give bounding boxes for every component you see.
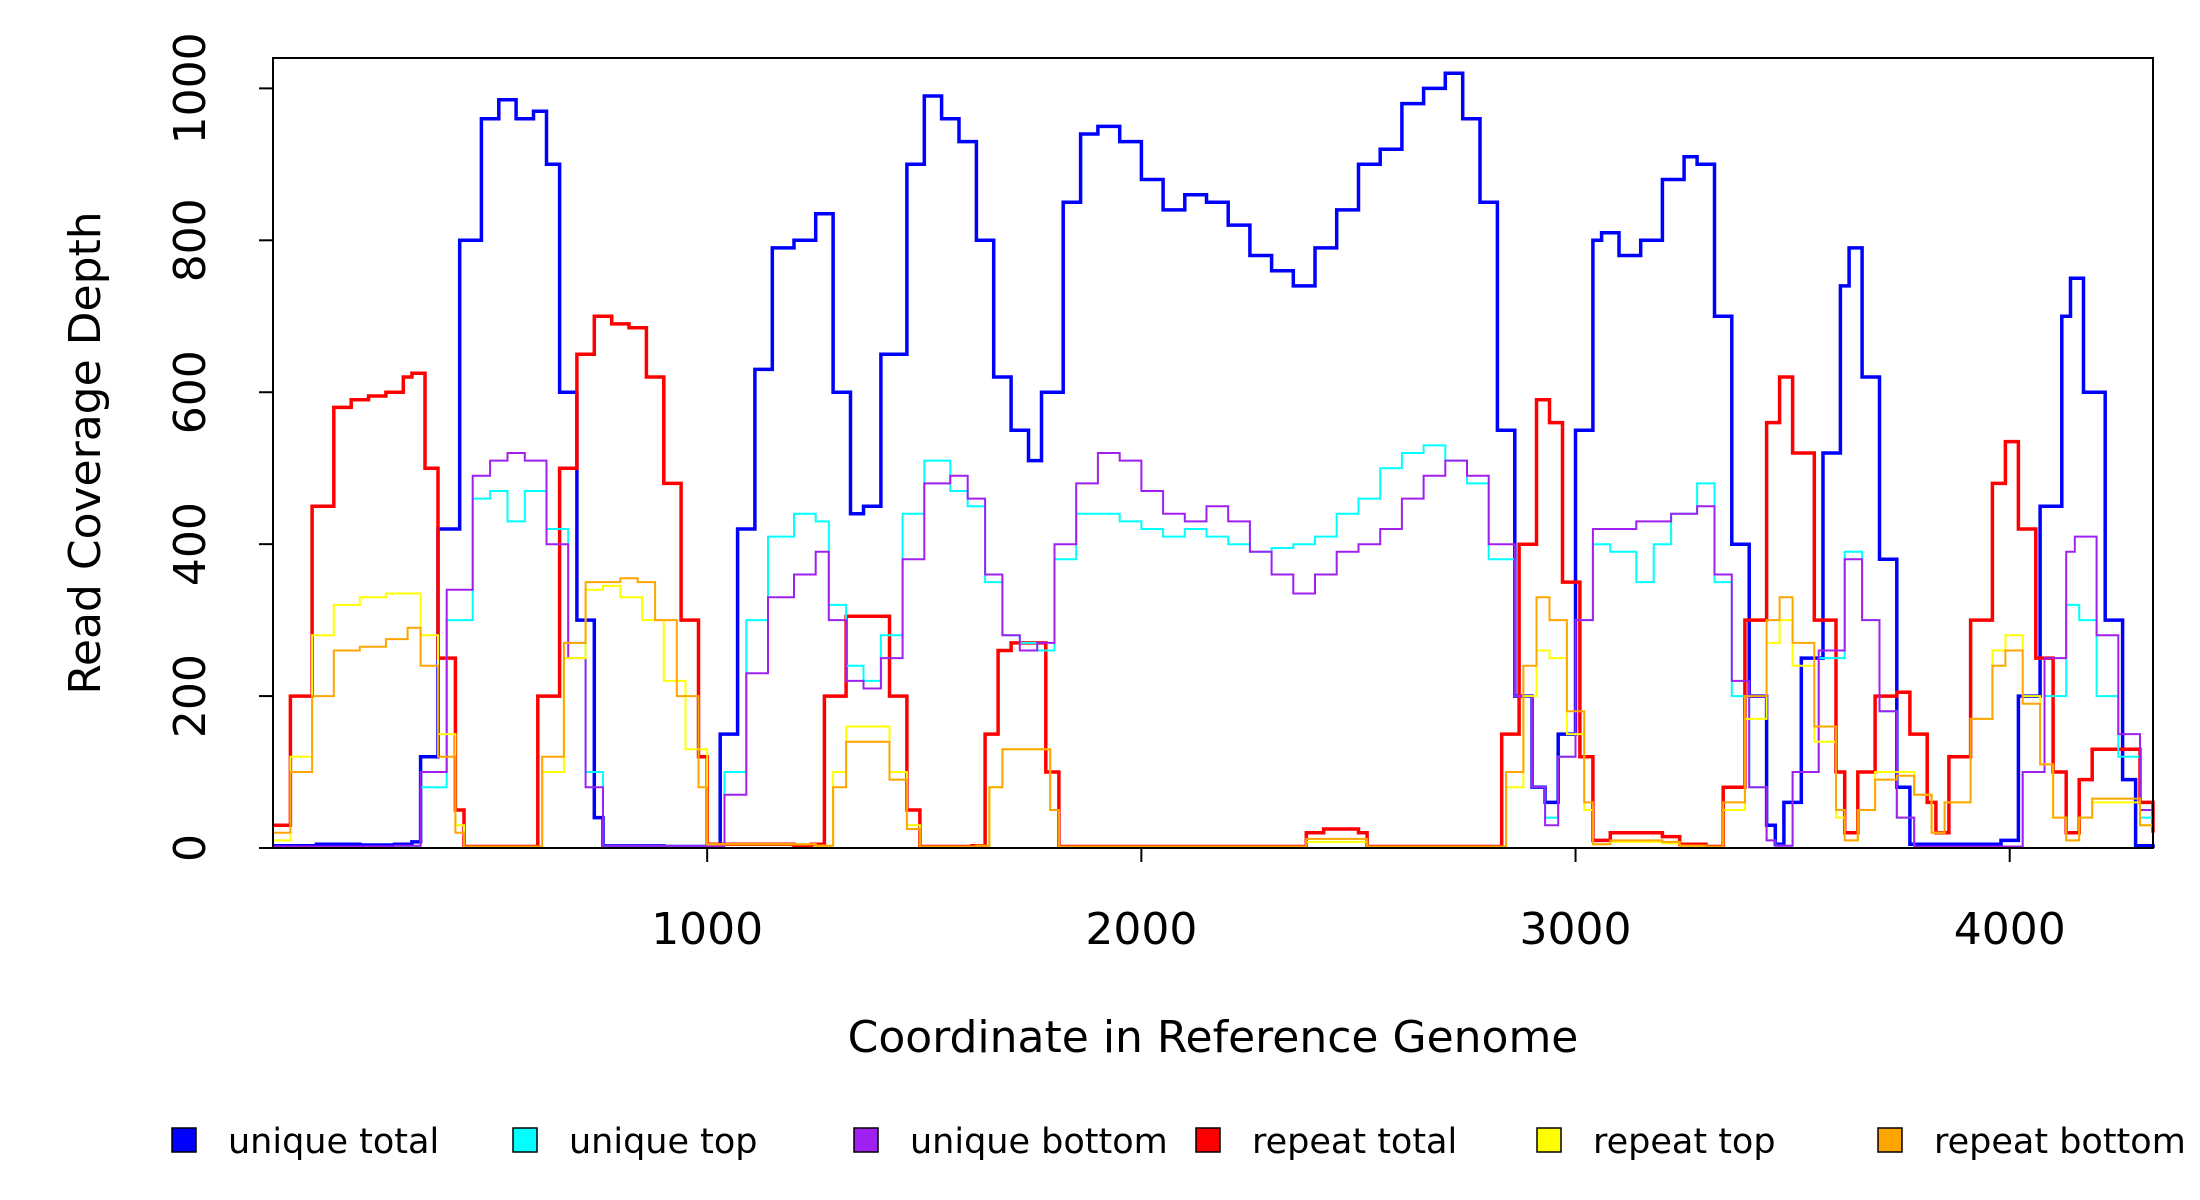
legend-swatch (1877, 1127, 1903, 1153)
y-axis-title: Read Coverage Depth (60, 211, 111, 694)
series-line-repeat-total (273, 314, 2155, 849)
legend-item-repeat-total: repeat total (1195, 1122, 1457, 1162)
series-line-repeat-bottom (273, 577, 2154, 848)
legend-label: unique bottom (910, 1122, 1168, 1162)
legend-item-repeat-bottom: repeat bottom (1877, 1122, 2186, 1162)
legend-swatch (1195, 1127, 1221, 1153)
legend-label: unique top (569, 1122, 758, 1162)
legend-label: unique total (228, 1122, 439, 1162)
x-tick-label-4000: 4000 (1954, 904, 2066, 955)
legend-swatch (512, 1127, 538, 1153)
legend-item-unique-total: unique total (171, 1122, 439, 1162)
legend-label: repeat bottom (1934, 1122, 2186, 1162)
y-tick-label-200: 200 (165, 654, 216, 738)
x-tick-label-1000: 1000 (651, 904, 763, 955)
legend-label: repeat total (1252, 1122, 1457, 1162)
y-tick-label-800: 800 (165, 198, 216, 282)
series-line-unique-bottom (273, 452, 2154, 848)
x-axis: 1000 2000 3000 4000 (651, 848, 2066, 955)
y-tick-label-1000: 1000 (165, 32, 216, 144)
legend-swatch (1536, 1127, 1562, 1153)
legend-label: repeat top (1593, 1122, 1776, 1162)
y-tick-label-600: 600 (165, 350, 216, 434)
legend-item-repeat-top: repeat top (1536, 1122, 1776, 1162)
x-tick-label-2000: 2000 (1085, 904, 1197, 955)
legend: unique total unique top unique bottom repea… (171, 1122, 2186, 1162)
legend-swatch (171, 1127, 197, 1153)
series-layer (273, 71, 2155, 849)
legend-item-unique-top: unique top (512, 1122, 758, 1162)
series-line-unique-total (273, 71, 2155, 849)
x-tick-label-3000: 3000 (1520, 904, 1632, 955)
y-tick-label-400: 400 (165, 502, 216, 586)
y-axis: 0 200 400 600 800 1000 (165, 32, 273, 862)
series-line-repeat-top (273, 584, 2154, 848)
y-tick-label-0: 0 (165, 834, 216, 862)
x-axis-title: Coordinate in Reference Genome (848, 1012, 1579, 1063)
legend-item-unique-bottom: unique bottom (853, 1122, 1168, 1162)
legend-swatch (853, 1127, 879, 1153)
plot-frame (272, 57, 2154, 849)
